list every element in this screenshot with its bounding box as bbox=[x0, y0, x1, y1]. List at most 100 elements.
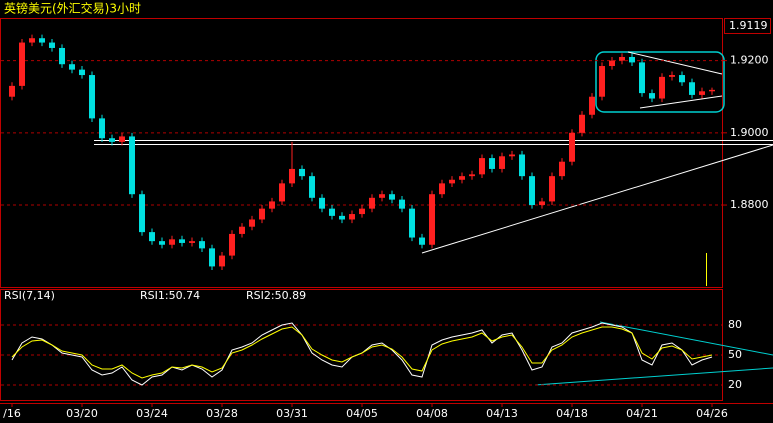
rsi-trend-line bbox=[599, 321, 773, 356]
candle-body bbox=[409, 208, 415, 238]
candle-body bbox=[529, 176, 535, 206]
x-tick-label: 03/24 bbox=[136, 407, 168, 420]
candle-body bbox=[269, 201, 275, 209]
y-tick-label: 20 bbox=[728, 378, 742, 391]
candle-body bbox=[49, 42, 55, 48]
candle-body bbox=[39, 38, 45, 43]
candle-body bbox=[539, 201, 545, 206]
candle-body bbox=[329, 208, 335, 216]
y-tick-label: 1.9000 bbox=[730, 126, 769, 139]
candle-body bbox=[639, 62, 645, 94]
candle-body bbox=[379, 194, 385, 198]
last-price-box bbox=[724, 18, 771, 34]
candle-body bbox=[119, 136, 125, 142]
candle-body bbox=[339, 215, 345, 220]
candle-body bbox=[419, 237, 425, 245]
candle-body bbox=[79, 69, 85, 76]
x-tick-label: 04/21 bbox=[626, 407, 658, 420]
candle-body bbox=[469, 174, 475, 177]
candle-body bbox=[679, 75, 685, 83]
x-tick-label: 03/20 bbox=[66, 407, 98, 420]
candle-body bbox=[609, 60, 615, 67]
candle-body bbox=[709, 89, 715, 92]
candle-body bbox=[159, 241, 165, 245]
candle-body bbox=[629, 56, 635, 63]
x-tick-label: 04/18 bbox=[556, 407, 588, 420]
candle-body bbox=[109, 138, 115, 142]
candle-body bbox=[9, 85, 15, 97]
x-tick-label: 04/13 bbox=[486, 407, 518, 420]
candle-body bbox=[59, 47, 65, 65]
trend-line bbox=[421, 144, 773, 254]
candle-body bbox=[19, 42, 25, 86]
candle-body bbox=[699, 91, 705, 95]
candle-body bbox=[279, 183, 285, 202]
candle-body bbox=[579, 114, 585, 133]
candle-body bbox=[29, 38, 35, 43]
y-tick-label: 1.9200 bbox=[730, 54, 769, 67]
y-tick-label: 80 bbox=[728, 318, 742, 331]
candle-body bbox=[179, 239, 185, 243]
candle-body bbox=[189, 241, 195, 243]
candle-body bbox=[229, 233, 235, 256]
wedge-line bbox=[639, 95, 723, 109]
candle-body bbox=[589, 96, 595, 115]
candle-body bbox=[399, 199, 405, 209]
candle-body bbox=[449, 179, 455, 184]
pattern-box bbox=[595, 51, 725, 113]
candle-body bbox=[479, 158, 485, 175]
candle-body bbox=[349, 214, 355, 220]
candle-body bbox=[459, 176, 465, 180]
candle-body bbox=[569, 132, 575, 162]
candle-body bbox=[439, 183, 445, 195]
candle-body bbox=[129, 136, 135, 195]
candle-body bbox=[359, 208, 365, 215]
candle-body bbox=[389, 194, 395, 200]
candle-body bbox=[259, 208, 265, 220]
x-tick-label: 04/05 bbox=[346, 407, 378, 420]
x-tick-label: 04/08 bbox=[416, 407, 448, 420]
candle-body bbox=[89, 75, 95, 119]
candle-body bbox=[209, 248, 215, 267]
candle-body bbox=[149, 232, 155, 242]
candle-body bbox=[659, 76, 665, 99]
candle-body bbox=[299, 168, 305, 177]
candle-body bbox=[319, 197, 325, 209]
candle-body bbox=[289, 168, 295, 184]
candle-body bbox=[429, 194, 435, 245]
y-tick-label: 50 bbox=[728, 348, 742, 361]
candle-body bbox=[549, 176, 555, 202]
candle-body bbox=[559, 161, 565, 177]
last-price: 1.9119 bbox=[729, 19, 768, 32]
x-tick-label: 03/28 bbox=[206, 407, 238, 420]
candle-body bbox=[99, 118, 105, 139]
candle-body bbox=[519, 154, 525, 177]
y-tick-label: 1.8800 bbox=[730, 198, 769, 211]
candle-body bbox=[309, 176, 315, 198]
candle-body bbox=[239, 226, 245, 234]
candle-body bbox=[599, 66, 605, 97]
rsi-line bbox=[11, 326, 713, 379]
x-tick-label: 04/26 bbox=[696, 407, 728, 420]
candle-body bbox=[249, 219, 255, 227]
candle-body bbox=[489, 158, 495, 169]
candle-body bbox=[619, 56, 625, 61]
candle-body bbox=[169, 239, 175, 245]
candle-body bbox=[509, 154, 515, 157]
chart-title: 英镑美元(外汇交易)3小时 bbox=[4, 1, 141, 16]
candle-body bbox=[69, 64, 75, 70]
wedge-line bbox=[627, 51, 723, 75]
candle-body bbox=[369, 197, 375, 209]
candle-body bbox=[649, 93, 655, 99]
x-tick-label: 03/31 bbox=[276, 407, 308, 420]
rsi-title: RSI(7,14) bbox=[4, 289, 55, 302]
candle-body bbox=[219, 255, 225, 267]
price-panel-frame bbox=[0, 18, 723, 288]
rsi-trend-line bbox=[534, 367, 773, 386]
legend-entry: RSI2:50.89 bbox=[246, 289, 306, 302]
candle-body bbox=[689, 82, 695, 95]
legend-entry: RSI1:50.74 bbox=[140, 289, 200, 302]
